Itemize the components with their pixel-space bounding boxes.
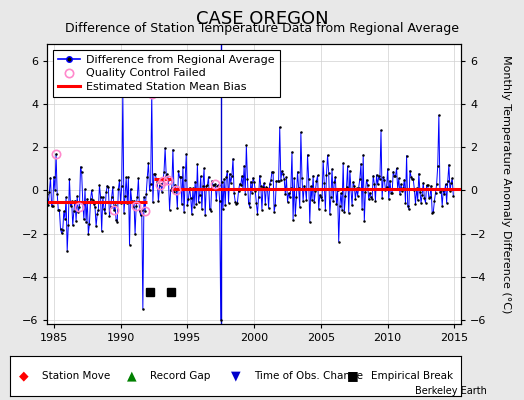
Text: ▲: ▲ (127, 370, 137, 382)
Text: Difference of Station Temperature Data from Regional Average: Difference of Station Temperature Data f… (65, 22, 459, 35)
Text: Station Move: Station Move (42, 371, 110, 381)
Y-axis label: Monthly Temperature Anomaly Difference (°C): Monthly Temperature Anomaly Difference (… (500, 55, 510, 313)
Text: Empirical Break: Empirical Break (371, 371, 453, 381)
Text: CASE OREGON: CASE OREGON (195, 10, 329, 28)
Text: ◆: ◆ (19, 370, 29, 382)
Text: ■: ■ (347, 370, 359, 382)
Text: ▼: ▼ (231, 370, 241, 382)
Text: Record Gap: Record Gap (150, 371, 211, 381)
Text: Berkeley Earth: Berkeley Earth (416, 386, 487, 396)
Legend: Difference from Regional Average, Quality Control Failed, Estimated Station Mean: Difference from Regional Average, Qualit… (53, 50, 280, 97)
Text: Time of Obs. Change: Time of Obs. Change (254, 371, 363, 381)
